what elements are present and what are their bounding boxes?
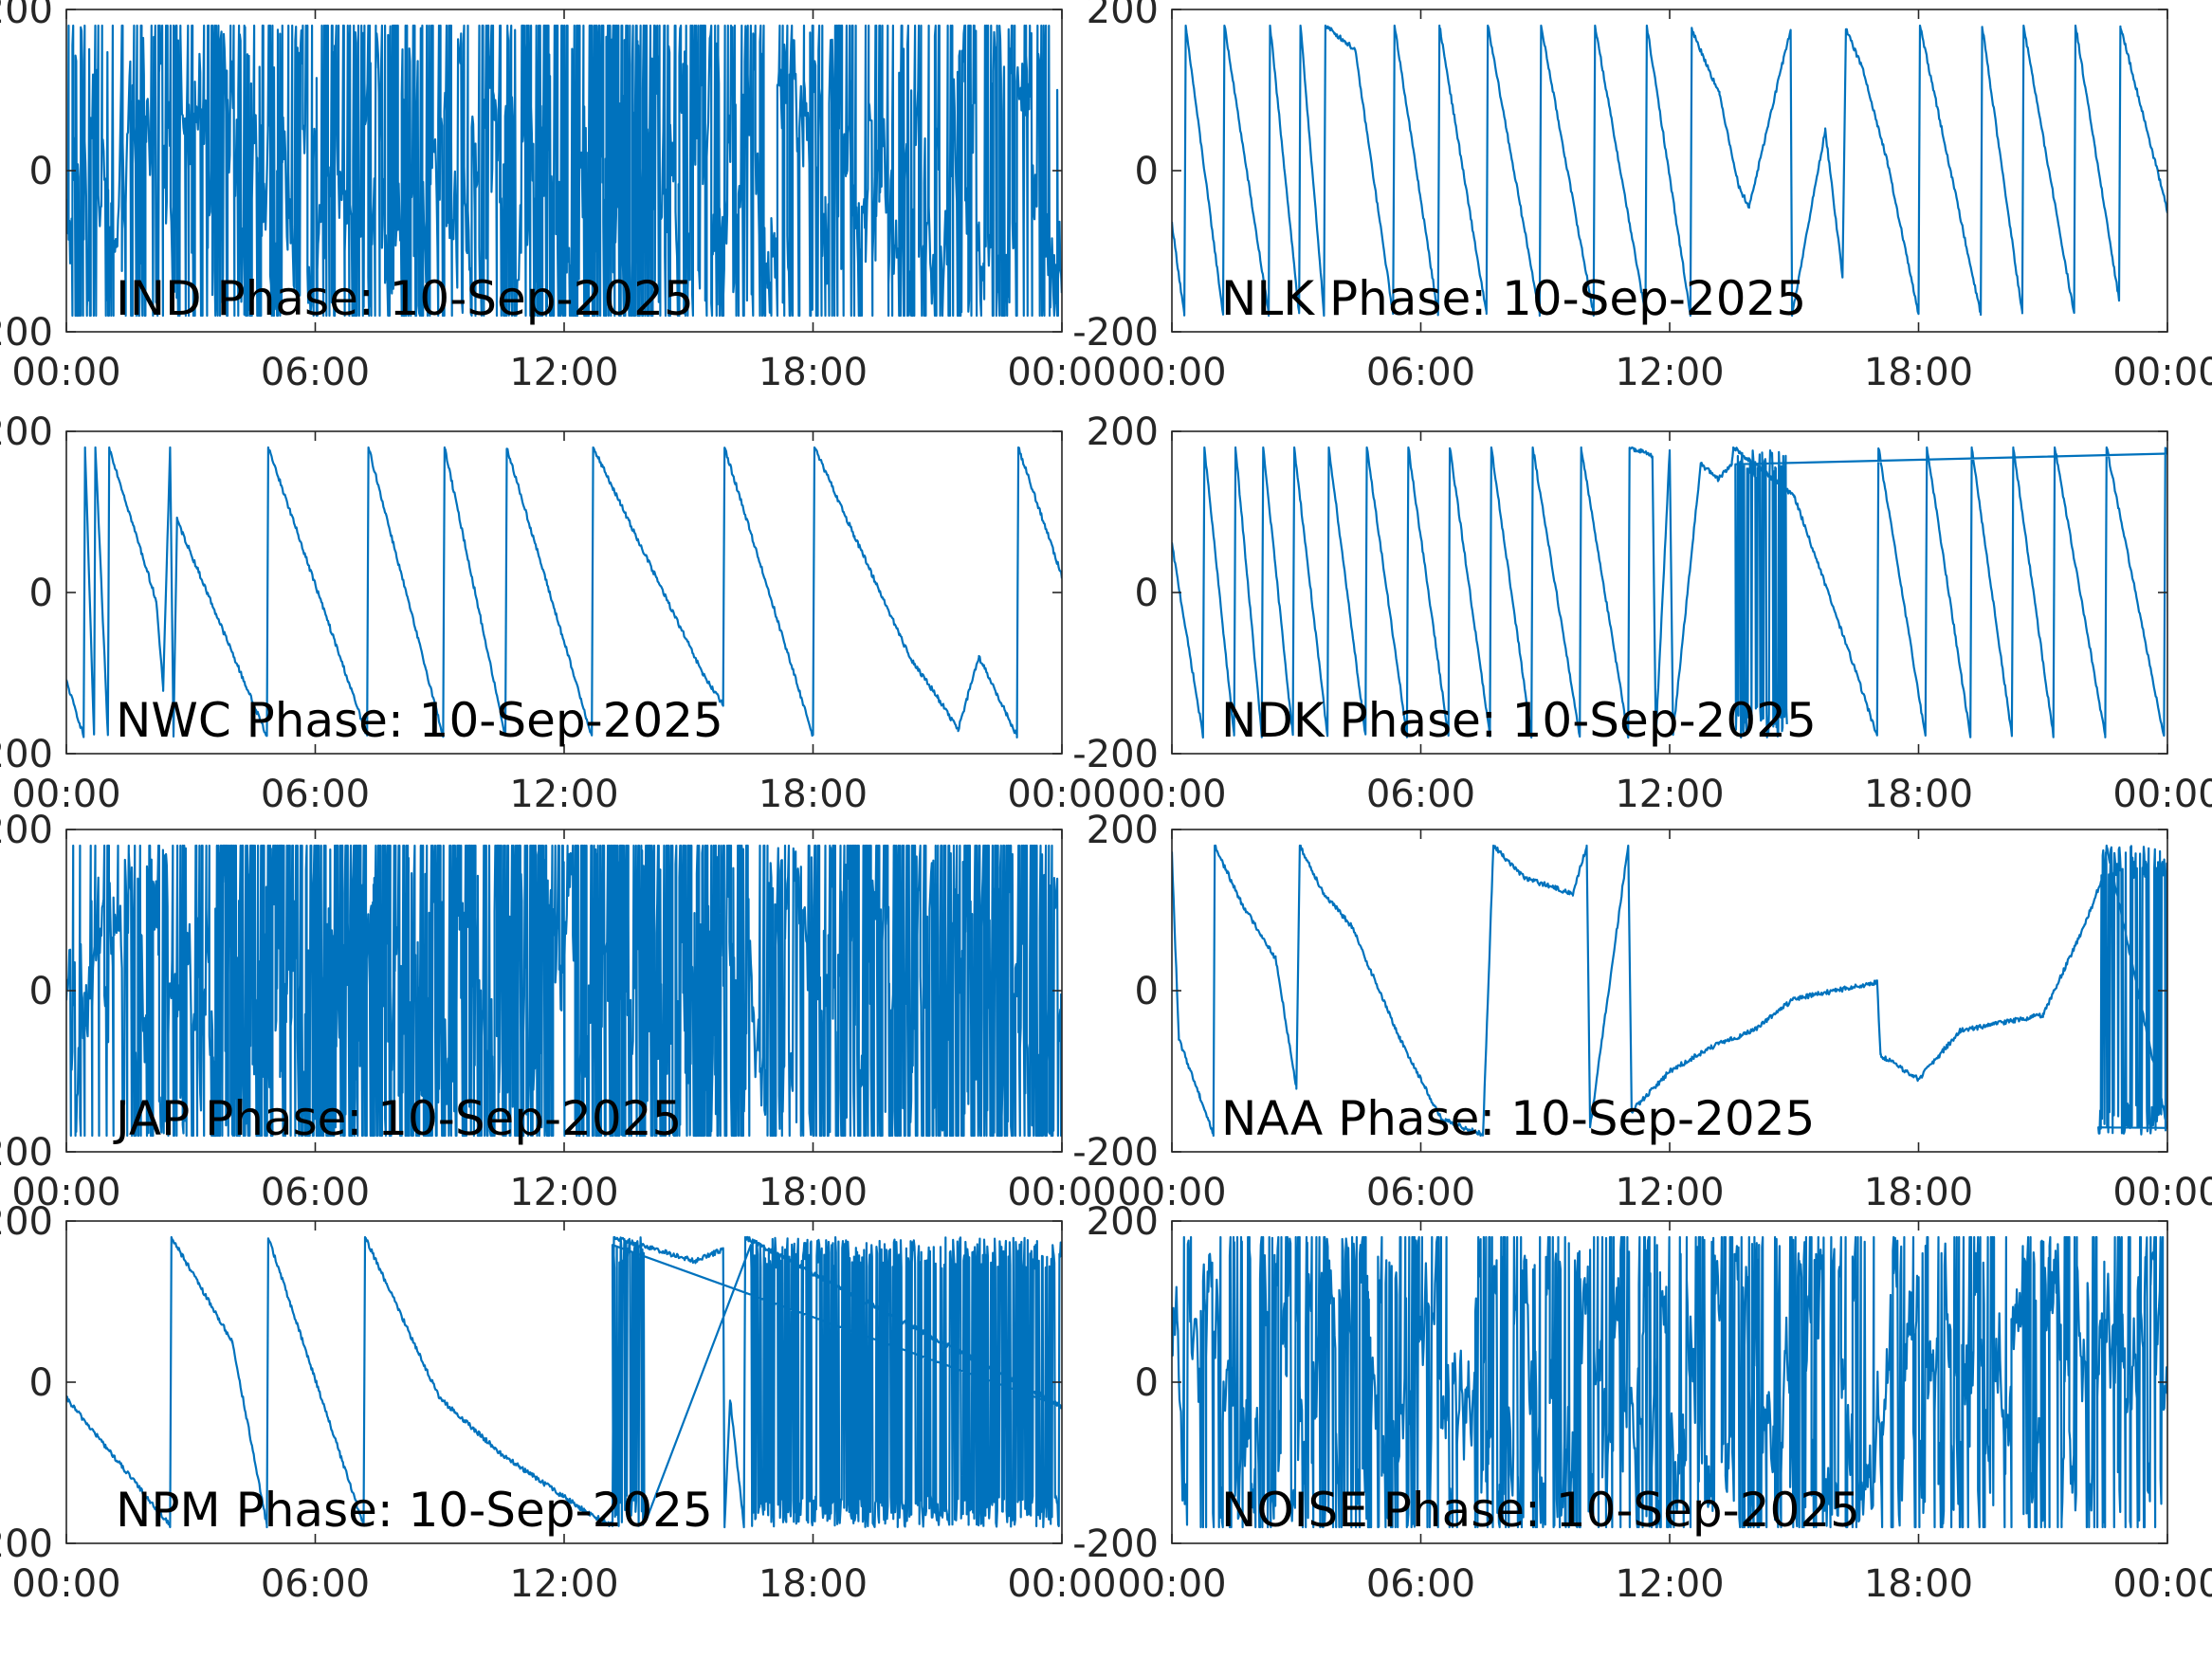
x-tick-label: 00:00 xyxy=(1007,1171,1116,1214)
x-tick-label: 06:00 xyxy=(261,351,370,394)
x-tick-label: 00:00 xyxy=(2112,1562,2212,1606)
x-tick-label: 18:00 xyxy=(759,1562,868,1606)
y-tick-label: 0 xyxy=(29,1361,53,1405)
y-tick-label: 0 xyxy=(29,572,53,615)
y-tick-label: 200 xyxy=(0,0,53,32)
series-line xyxy=(66,446,1062,738)
series-group xyxy=(66,446,1062,738)
panel-annotation: NLK Phase: 10-Sep-2025 xyxy=(1221,271,1806,326)
series-group xyxy=(66,1235,1062,1529)
series-line xyxy=(1172,24,2167,318)
x-tick-label: 12:00 xyxy=(1615,1171,1724,1214)
panel-annotation: NAA Phase: 10-Sep-2025 xyxy=(1221,1091,1815,1146)
panel-annotation: NWC Phase: 10-Sep-2025 xyxy=(116,693,723,748)
series-line xyxy=(1172,446,2167,739)
series-group xyxy=(1172,1235,2167,1529)
y-tick-label: -200 xyxy=(1072,311,1159,355)
y-tick-label: 200 xyxy=(1087,1200,1159,1244)
y-tick-label: 200 xyxy=(1087,410,1159,454)
x-tick-label: 12:00 xyxy=(509,773,618,816)
x-tick-label: 06:00 xyxy=(261,1562,370,1606)
x-tick-label: 06:00 xyxy=(1366,773,1475,816)
x-tick-label: 00:00 xyxy=(1117,1171,1226,1214)
y-tick-label: 0 xyxy=(1135,572,1159,615)
x-tick-label: 00:00 xyxy=(1007,773,1116,816)
panel-annotation: NOISE Phase: 10-Sep-2025 xyxy=(1221,1483,1860,1538)
panel-annotation: IND Phase: 10-Sep-2025 xyxy=(116,271,694,326)
y-tick-label: 0 xyxy=(1135,1361,1159,1405)
x-tick-label: 00:00 xyxy=(1117,773,1226,816)
x-tick-label: 00:00 xyxy=(1117,351,1226,394)
y-tick-label: 0 xyxy=(1135,970,1159,1013)
y-tick-label: -200 xyxy=(1072,1522,1159,1566)
panel-annotation: NDK Phase: 10-Sep-2025 xyxy=(1221,693,1817,748)
x-tick-label: 12:00 xyxy=(1615,351,1724,394)
x-tick-label: 00:00 xyxy=(2112,1171,2212,1214)
y-tick-label: -200 xyxy=(0,311,53,355)
y-tick-label: 200 xyxy=(0,410,53,454)
x-tick-label: 00:00 xyxy=(11,1562,120,1606)
y-tick-label: 0 xyxy=(29,970,53,1013)
series-group xyxy=(1172,844,2167,1138)
series-group xyxy=(66,844,1062,1138)
x-tick-label: 00:00 xyxy=(11,773,120,816)
x-tick-label: 12:00 xyxy=(509,1562,618,1606)
x-tick-label: 06:00 xyxy=(261,1171,370,1214)
x-tick-label: 00:00 xyxy=(2112,351,2212,394)
series-line xyxy=(66,844,1062,1138)
series-line xyxy=(1172,844,2167,1138)
series-line xyxy=(1172,1235,2167,1529)
y-tick-label: -200 xyxy=(0,733,53,776)
x-tick-label: 18:00 xyxy=(759,773,868,816)
x-tick-label: 12:00 xyxy=(509,1171,618,1214)
x-tick-label: 00:00 xyxy=(1117,1562,1226,1606)
y-tick-label: 200 xyxy=(1087,809,1159,852)
y-tick-label: 200 xyxy=(0,1200,53,1244)
x-tick-label: 18:00 xyxy=(1864,1562,1973,1606)
y-tick-label: -200 xyxy=(0,1131,53,1175)
y-tick-label: 0 xyxy=(29,150,53,193)
y-tick-label: -200 xyxy=(0,1522,53,1566)
y-tick-label: 200 xyxy=(1087,0,1159,32)
x-tick-label: 00:00 xyxy=(11,351,120,394)
y-tick-label: -200 xyxy=(1072,1131,1159,1175)
panel-annotation: NPM Phase: 10-Sep-2025 xyxy=(116,1483,713,1538)
y-tick-label: -200 xyxy=(1072,733,1159,776)
x-tick-label: 18:00 xyxy=(759,351,868,394)
x-tick-label: 18:00 xyxy=(1864,773,1973,816)
x-tick-label: 00:00 xyxy=(1007,1562,1116,1606)
y-tick-label: 200 xyxy=(0,809,53,852)
x-tick-label: 06:00 xyxy=(261,773,370,816)
x-tick-label: 00:00 xyxy=(1007,351,1116,394)
y-tick-label: 0 xyxy=(1135,150,1159,193)
x-tick-label: 06:00 xyxy=(1366,1171,1475,1214)
panel-annotation: JAP Phase: 10-Sep-2025 xyxy=(113,1091,682,1146)
series-group xyxy=(66,24,1062,318)
x-tick-label: 18:00 xyxy=(1864,1171,1973,1214)
x-tick-label: 18:00 xyxy=(1864,351,1973,394)
x-tick-label: 12:00 xyxy=(1615,1562,1724,1606)
x-tick-label: 12:00 xyxy=(1615,773,1724,816)
series-group xyxy=(1172,24,2167,318)
x-tick-label: 06:00 xyxy=(1366,1562,1475,1606)
x-tick-label: 00:00 xyxy=(11,1171,120,1214)
series-line xyxy=(66,1235,1062,1529)
x-tick-label: 18:00 xyxy=(759,1171,868,1214)
x-tick-label: 06:00 xyxy=(1366,351,1475,394)
series-line xyxy=(66,24,1062,318)
series-group xyxy=(1172,446,2167,739)
x-tick-label: 00:00 xyxy=(2112,773,2212,816)
x-tick-label: 12:00 xyxy=(509,351,618,394)
